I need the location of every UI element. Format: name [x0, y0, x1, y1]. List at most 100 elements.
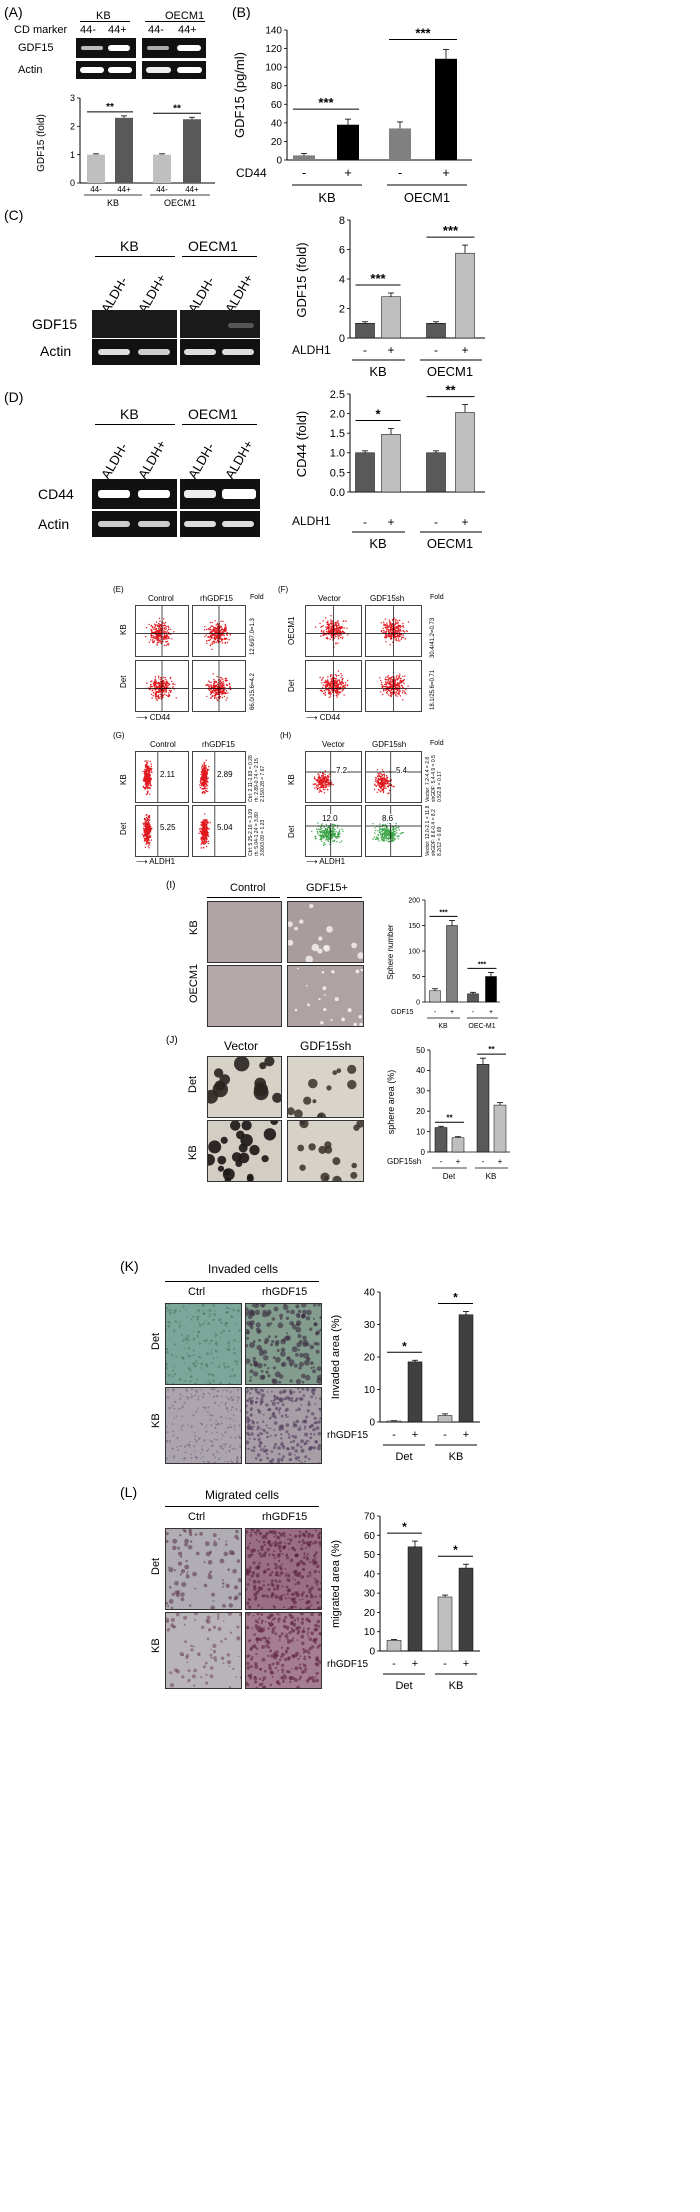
micro-l-col-rhgdf15: rhGDF15	[262, 1511, 308, 1523]
panel-label-a: (A)	[4, 4, 23, 20]
flow-f-row-oecm1: OECM1	[287, 616, 296, 645]
y-tick-label: 60	[364, 1531, 376, 1542]
gel-d-kb-line	[95, 424, 175, 425]
chart-k-rowlabel: rhGDF15	[327, 1430, 369, 1441]
flow-h-plot-1	[305, 751, 362, 803]
y-tick-label: 20	[416, 1107, 425, 1116]
x-tick-label: -	[363, 343, 367, 357]
gel-d-lane-2: ALDH+	[135, 437, 170, 482]
flow-h-col-vector: Vector	[322, 740, 345, 749]
micro-i-row-kb: KB	[188, 920, 200, 935]
y-tick-label: 40	[364, 1288, 376, 1299]
x-tick-label: -	[434, 1009, 437, 1016]
y-tick-label: 1.0	[330, 448, 345, 460]
chart-j-ylabel: sphere area (%)	[386, 1070, 396, 1135]
micro-l-row-kb: KB	[150, 1638, 162, 1653]
chart-b-group-oecm1: OECM1	[404, 190, 450, 205]
x-tick-label: -	[482, 1157, 485, 1166]
flow-h-col-gdf15sh: GDF15sh	[372, 740, 407, 749]
flow-h-fold-6: 8.2/12 = 0.69	[437, 826, 443, 856]
significance-label: ***	[318, 95, 334, 110]
flow-g-marker-text: ALDH1	[149, 857, 176, 866]
x-tick-label: +	[412, 1429, 418, 1441]
micro-i-col-control: Control	[230, 882, 266, 894]
y-tick-label: 100	[408, 948, 420, 955]
gel-d-actin-kb	[92, 511, 177, 537]
micro-l-title: Migrated cells	[205, 1488, 280, 1502]
y-tick-label: 3	[70, 93, 75, 103]
arrow-right-icon: ⟶	[136, 713, 150, 722]
y-tick-label: 20	[271, 137, 283, 148]
bar	[451, 1137, 465, 1153]
gel-a-lane-1: 44-	[80, 24, 96, 36]
x-tick-label: 44+	[117, 185, 131, 194]
x-tick-label: -	[434, 515, 438, 529]
gel-c-gdf15-oecm1	[180, 310, 260, 338]
bar	[407, 1361, 423, 1423]
micro-k-col-rhgdf15: rhGDF15	[262, 1286, 308, 1298]
gel-c-row-actin: Actin	[40, 343, 72, 359]
flow-f-fold-1: 30.4/41.2=0.73	[430, 617, 436, 658]
chart-k-ylabel: Invaded area (%)	[330, 1315, 342, 1399]
chart-c-group-kb: KB	[369, 364, 386, 379]
gel-d-lane-1: ALDH-	[98, 440, 131, 482]
arrow-right-icon: ⟶	[136, 857, 150, 866]
x-tick-label: +	[450, 1009, 454, 1016]
chart-i-group-oecm1: OEC-M1	[468, 1023, 495, 1030]
y-tick-label: 100	[265, 63, 282, 74]
flow-h-gate-1: 7.2	[336, 766, 348, 775]
y-tick-label: 0.0	[330, 487, 345, 499]
gel-c-cell-kb: KB	[120, 238, 139, 254]
gel-a-kb-line	[80, 21, 130, 22]
y-tick-label: 0	[421, 1148, 426, 1157]
flow-h-gate-2: 5.4	[396, 766, 408, 775]
gel-a-actin-oecm1	[142, 61, 206, 79]
chart-d-group-oecm1: OECM1	[427, 536, 473, 551]
y-tick-label: 120	[265, 44, 282, 55]
flow-e-fold-1: 12.6/97.0=1.3	[250, 618, 256, 655]
chart-i-group-kb: KB	[438, 1023, 448, 1030]
micro-l-det-rhgdf15	[245, 1528, 322, 1610]
x-tick-label: -	[392, 1429, 396, 1441]
x-tick-label: -	[363, 515, 367, 529]
chart-d: 0.00.51.01.52.02.5 *** CD44 (fold) ALDH1…	[292, 383, 485, 551]
gel-c-lane-4: ALDH+	[222, 271, 257, 316]
y-tick-label: 40	[271, 118, 283, 129]
flow-g-row-det: Det	[119, 822, 128, 835]
chart-b-rowlabel: CD44	[236, 166, 267, 180]
micro-l-det-ctrl	[165, 1528, 242, 1610]
gel-c-actin-oecm1	[180, 339, 260, 365]
chart-j: 0 10 20 30 40 50 ** ** sphere area (%) GDF15sh…	[386, 1045, 510, 1181]
significance-label: ***	[478, 961, 486, 968]
bar	[355, 452, 375, 493]
x-tick-label: 44-	[90, 185, 102, 194]
flow-e-plot-2	[192, 605, 246, 657]
significance-label: ***	[443, 223, 459, 238]
flow-f-marker-text: CD44	[319, 713, 341, 722]
micro-i-oecm1-gdf15	[287, 965, 364, 1027]
chart-a-group-oecm1: OECM1	[164, 198, 196, 208]
flow-e-marker: ⟶ CD44	[136, 713, 170, 722]
panel-label-j: (J)	[166, 1035, 178, 1046]
bar	[337, 124, 359, 160]
panel-label-i: (I)	[166, 880, 176, 891]
gel-c-row-gdf15: GDF15	[32, 316, 78, 332]
y-tick-label: 0	[369, 1647, 375, 1658]
micro-k-det-ctrl	[165, 1303, 242, 1385]
gel-a-lane-3: 44-	[148, 24, 164, 36]
bar	[407, 1546, 423, 1652]
micro-k-det-rhgdf15	[245, 1303, 322, 1385]
micro-j-row-kb: KB	[187, 1145, 199, 1160]
significance-label: **	[173, 103, 181, 114]
micro-k-title: Invaded cells	[208, 1262, 279, 1276]
micro-l-kb-ctrl	[165, 1612, 242, 1689]
x-tick-label: +	[463, 1658, 469, 1670]
micro-i-line-1	[207, 897, 280, 898]
y-tick-label: 20	[364, 1608, 376, 1619]
micro-i-row-oecm1: OECM1	[188, 963, 200, 1003]
flow-g-row-kb: KB	[119, 774, 128, 785]
y-tick-label: 4	[339, 274, 345, 286]
micro-i-line-2	[287, 897, 362, 898]
bar	[426, 452, 446, 493]
